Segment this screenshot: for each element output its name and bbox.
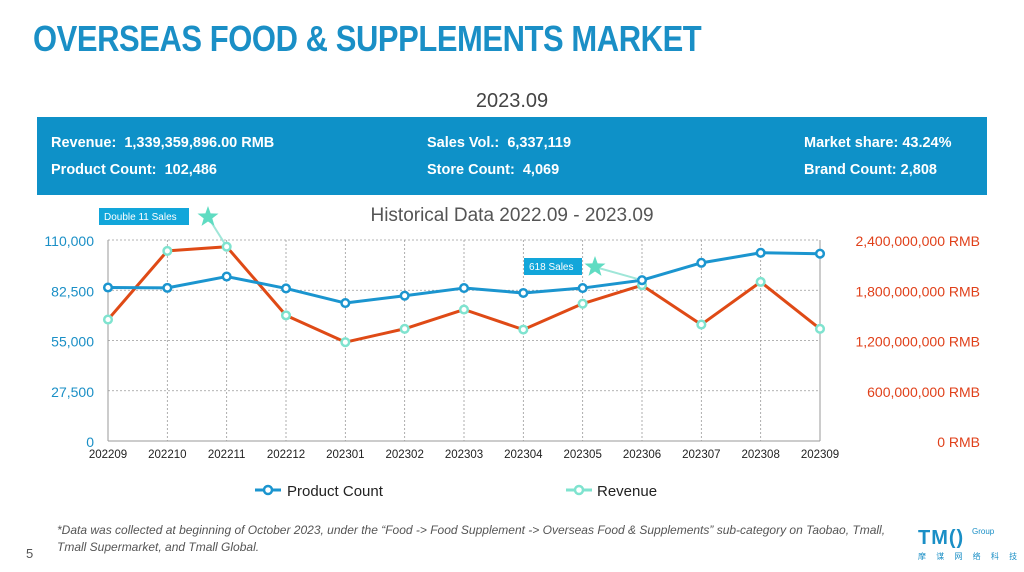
kpi-store-count-label: Store Count: [427, 162, 515, 178]
revenue-point [340, 337, 351, 348]
y-left-tick-label: 27,500 [51, 384, 94, 400]
kpi-market-share: Market share: 43.24% [804, 135, 952, 151]
kpi-product-count-value: 102,486 [164, 162, 217, 178]
x-tick-label: 202212 [267, 449, 305, 461]
legend-product-count-marker [262, 484, 274, 496]
x-tick-label: 202309 [801, 449, 839, 461]
product-count-point [636, 275, 648, 286]
kpi-market-share-value: 43.24% [902, 135, 952, 151]
legend-revenue-marker [573, 484, 585, 496]
logo-group-text: Group [972, 527, 995, 536]
product-count-point [280, 283, 292, 294]
x-tick-label: 202303 [445, 449, 483, 461]
annotation-box [99, 208, 189, 225]
chart-title: Historical Data 2022.09 - 2023.09 [370, 205, 653, 226]
annotation-label: Double 11 Sales [104, 212, 177, 223]
y-right-tick-label: 0 RMB [937, 434, 980, 450]
x-tick-label: 202211 [208, 449, 246, 461]
kpi-product-count-label: Product Count: [51, 162, 157, 178]
kpi-brand-count-value: 2,808 [900, 162, 937, 178]
product-count-point [755, 247, 766, 258]
product-count-point [458, 283, 470, 294]
y-left-tick-label: 0 [86, 434, 94, 450]
x-tick-label: 202301 [326, 449, 364, 461]
product-count-point [162, 282, 173, 293]
kpi-panel: Revenue: 1,339,359,896.00 RMB Product Co… [37, 117, 987, 195]
company-logo: TM() Group 摩 谋 网 络 科 技 [918, 527, 1017, 563]
period-label: 2023.09 [475, 90, 549, 112]
product-count-point [518, 287, 529, 299]
revenue-point [399, 323, 410, 334]
y-right-tick-label: 1,800,000,000 RMB [855, 283, 980, 299]
kpi-sales-vol: Sales Vol.: 6,337,119 [427, 135, 571, 151]
logo-mark: TM() [918, 527, 965, 549]
kpi-sales-vol-label: Sales Vol.: [427, 135, 500, 151]
revenue-point [755, 276, 766, 287]
x-tick-label: 202307 [682, 449, 720, 461]
kpi-revenue-label: Revenue: [51, 135, 117, 151]
y-left-tick-label: 55,000 [51, 334, 94, 350]
revenue-point [814, 323, 826, 334]
x-tick-label: 202302 [385, 449, 423, 461]
product-count-point [399, 290, 410, 301]
x-tick-label: 202305 [563, 449, 601, 461]
product-count-point [221, 271, 232, 282]
star-icon [197, 206, 219, 226]
product-count-point [340, 297, 351, 309]
kpi-brand-count-label: Brand Count: [804, 162, 897, 178]
star-icon [584, 256, 606, 276]
x-tick-label: 202306 [623, 449, 661, 461]
x-tick-label: 202308 [741, 449, 779, 461]
revenue-point [696, 319, 707, 330]
x-tick-label: 202304 [504, 449, 543, 461]
kpi-market-share-label: Market share: [804, 135, 899, 151]
revenue-point [518, 324, 529, 335]
revenue-point [162, 245, 173, 256]
annotation-connector [594, 266, 643, 282]
x-tick-label: 202209 [89, 449, 127, 461]
y-right-tick-label: 600,000,000 RMB [867, 384, 980, 400]
annotation-box [524, 258, 582, 275]
y-left-tick-label: 110,000 [44, 233, 94, 249]
legend-revenue-label: Revenue [597, 483, 657, 500]
page-number: 5 [26, 546, 34, 561]
kpi-sales-vol-value: 6,337,119 [507, 135, 572, 151]
historical-line-chart: Historical Data 2022.09 - 2023.09 0 0 RMB 2… [44, 205, 980, 500]
x-tick-label: 202210 [148, 449, 186, 461]
annotation-label: 618 Sales [529, 262, 573, 273]
logo-chinese-text: 摩 谋 网 络 科 技 [918, 552, 1022, 561]
kpi-brand-count: Brand Count: 2,808 [804, 162, 937, 178]
revenue-point [458, 304, 470, 315]
y-right-tick-label: 1,200,000,000 RMB [855, 334, 980, 350]
revenue-point [102, 314, 114, 325]
legend-product-count-label: Product Count [287, 483, 384, 500]
product-count-point [814, 248, 826, 259]
revenue-point [280, 310, 292, 321]
kpi-store-count: Store Count: 4,069 [427, 162, 559, 178]
product-count-point [102, 282, 114, 293]
kpi-store-count-value: 4,069 [522, 162, 560, 178]
kpi-product-count: Product Count: 102,486 [51, 162, 217, 178]
y-right-tick-label: 2,400,000,000 RMB [855, 233, 980, 249]
product-count-point [696, 257, 707, 268]
kpi-revenue-value: 1,339,359,896.00 RMB [124, 135, 275, 151]
kpi-revenue: Revenue: 1,339,359,896.00 RMB [51, 135, 274, 151]
footnote: *Data was collected at beginning of Octo… [57, 523, 886, 554]
revenue-point [221, 241, 232, 252]
revenue-point [577, 298, 588, 309]
y-left-tick-label: 82,500 [51, 283, 94, 299]
page-title: OVERSEAS FOOD & SUPPLEMENTS MARKET [33, 18, 702, 59]
product-count-point [577, 283, 588, 294]
